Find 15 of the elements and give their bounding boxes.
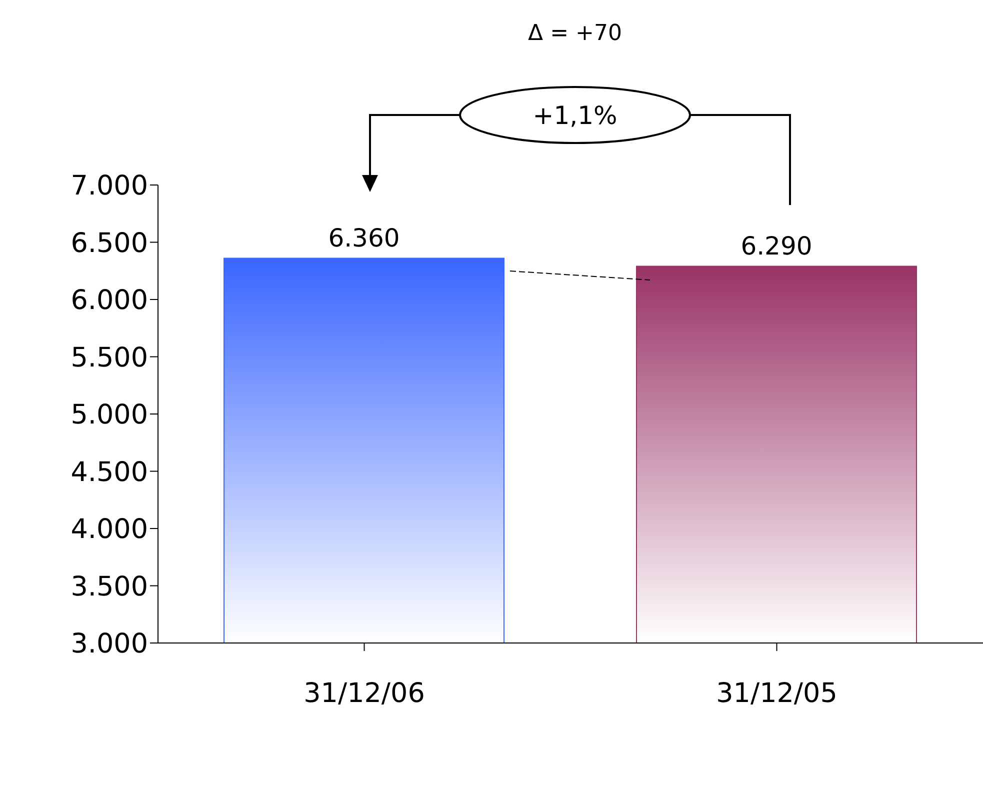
data-label: 6.290	[740, 231, 812, 260]
y-tick-label: 3.000	[70, 628, 148, 660]
x-tick-label: 31/12/06	[304, 678, 425, 710]
y-tick-label: 3.500	[70, 571, 148, 602]
y-tick-label: 5.000	[70, 400, 148, 431]
y-tick-label: 4.000	[70, 514, 148, 546]
text: Δ = +70	[528, 21, 622, 46]
text: +1,1%	[532, 101, 618, 130]
y-tick-label: 7.000	[70, 170, 148, 202]
x-tick-label: 31/12/05	[716, 678, 838, 710]
y-tick-label: 6.000	[70, 285, 148, 316]
y-tick-label: 5.500	[70, 342, 148, 374]
y-tick-label: 4.500	[70, 456, 148, 488]
data-label: 6.360	[328, 223, 400, 252]
y-tick-label: 6.500	[70, 228, 148, 259]
